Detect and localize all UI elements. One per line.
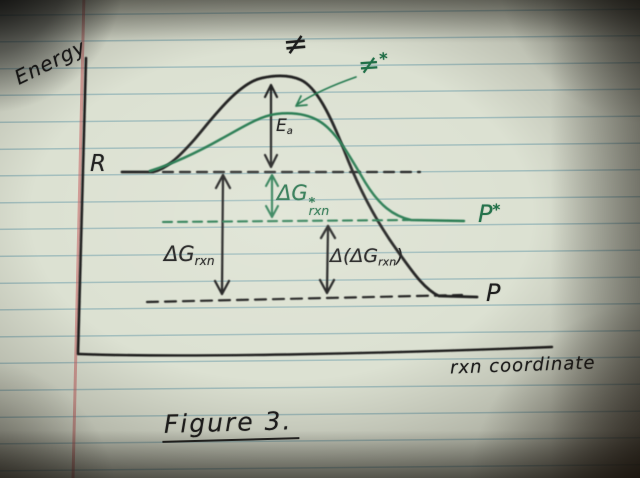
dg-star-supsub: * rxn: [308, 195, 330, 218]
pstar-base: P: [478, 200, 493, 228]
ea-base: E: [276, 116, 287, 136]
figure-caption: Figure 3.: [161, 406, 299, 443]
ea-sub: a: [286, 126, 293, 138]
delta-delta-g-rxn-label: Δ(ΔGrxn): [330, 247, 404, 268]
delta-g-rxn-label: ΔGrxn: [164, 244, 215, 267]
product-label: P: [486, 279, 501, 307]
ddg-sub: rxn: [378, 255, 397, 269]
x-axis: [76, 345, 554, 357]
product-star-label: P*: [478, 202, 500, 226]
x-axis-label: rxn coordinate: [449, 352, 596, 379]
dg-base: ΔG: [164, 242, 195, 266]
transition-state-label: ≠: [281, 25, 310, 64]
dg-sub: rxn: [194, 253, 215, 268]
catalyzed-transition-state-label: ≠*: [356, 48, 389, 82]
pstar-sup: *: [492, 200, 501, 219]
dg-star-sub: rxn: [308, 202, 330, 218]
delta-g-star-label: ΔG * rxn: [277, 181, 330, 218]
ddg-post: ): [396, 245, 404, 267]
dg-rxn-arrow: [213, 173, 232, 296]
ddg-pre: Δ(ΔG: [330, 245, 379, 267]
ts-green-star: *: [378, 48, 389, 69]
activation-energy-label: Ea: [276, 118, 293, 137]
pstar-dashed-line: [161, 218, 414, 224]
y-axis: [76, 56, 88, 356]
ts-green-base: ≠: [356, 49, 381, 82]
reactant-label: R: [90, 151, 106, 177]
product-dashed-line: [145, 293, 464, 304]
dg-star-base: ΔG: [277, 181, 308, 205]
